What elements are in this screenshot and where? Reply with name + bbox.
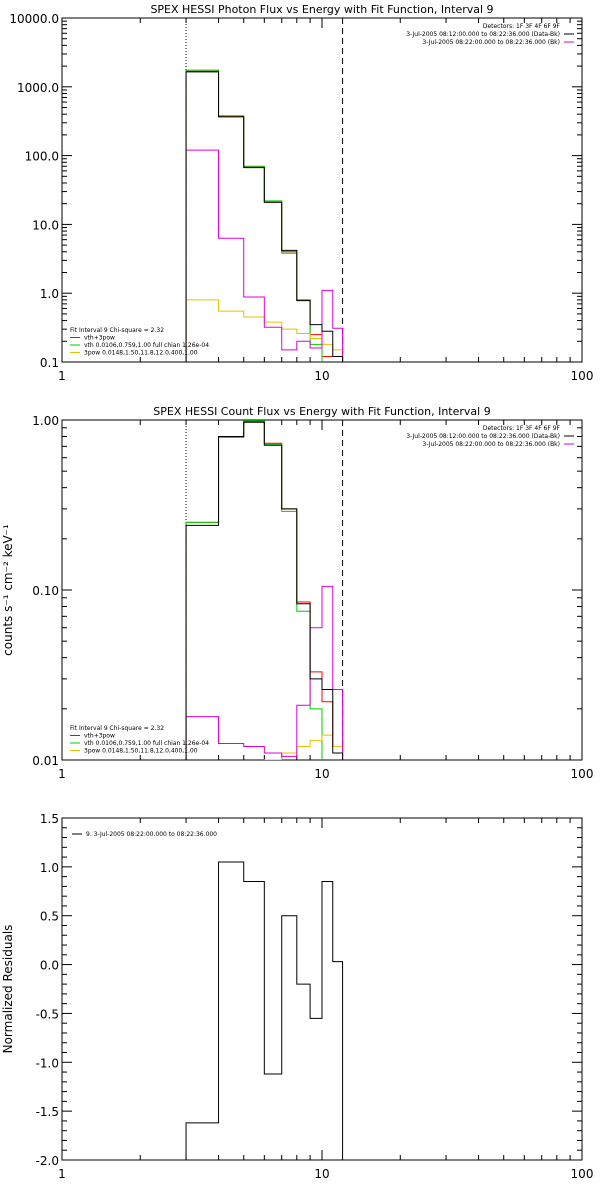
y-tick-label: 1.0 [40, 861, 59, 875]
panel-2: SPEX HESSI Count Flux vs Energy with Fit… [1, 405, 594, 781]
y-tick-label: 1.0 [40, 287, 59, 301]
y-tick-label: 0.1 [40, 356, 59, 370]
x-tick-label: 10 [314, 1167, 329, 1181]
legend-bottom-entry: vth 0.0106,0.759,1.00 full chian 1.26e-0… [84, 342, 209, 349]
series-line-2 [185, 69, 323, 362]
legend-top-entry: 3-Jul-2005 08:22:00.000 to 08:22:36.000 … [422, 39, 560, 46]
x-tick-label: 10 [314, 767, 329, 781]
panel-3: 1 10 100 1.5 1.0 0.5 0.0 -0.5 -1.0 -1.5 -2.0 Normal… [1, 812, 593, 1181]
series-group [185, 69, 344, 362]
y-tick-label: 10000.0 [9, 12, 59, 26]
y-tick-label: -0.5 [36, 1007, 59, 1021]
legend-entry: 9. 3-Jul-2005 08:22:00.000 to 08:22:36.0… [86, 831, 217, 838]
y-tick-label: -1.5 [36, 1105, 59, 1119]
legend-fit-entry: Fit Interval 9 Chi-square = 2.32 [70, 327, 164, 334]
y-tick-label: 1000.0 [17, 81, 59, 95]
series-group [185, 861, 344, 1160]
x-tick-label: 1 [58, 369, 66, 383]
series-line-4 [185, 585, 344, 760]
series-line-3 [185, 299, 344, 362]
legend-top-entry: Detectors: 1F 3F 4F 6F 9F [483, 23, 561, 30]
chart-title: SPEX HESSI Photon Flux vs Energy with Fi… [150, 3, 493, 16]
legend-top-entry: 3-Jul-2005 08:12:00.000 to 08:22:36.000 … [406, 433, 560, 440]
y-tick-label: 1.00 [32, 414, 59, 428]
legend-bottom-entry: vth 0.0106,0.759,1.00 full chian 1.26e-0… [84, 740, 209, 747]
y-tick-label: 0.0 [40, 959, 59, 973]
y-tick-label: 10.0 [32, 218, 59, 232]
legend-bottom-entry: vth+3pow [84, 733, 115, 740]
y-tick-label: -2.0 [36, 1154, 59, 1168]
series-line-5 [185, 421, 344, 760]
series-line-2 [185, 420, 323, 760]
series-line-5 [185, 71, 344, 362]
x-tick-label: 100 [571, 369, 594, 383]
y-tick-label: 1.5 [40, 812, 59, 826]
y-tick-label: 0.5 [40, 910, 59, 924]
x-tick-label: 1 [58, 767, 66, 781]
legend-bottom-entry: 3pow 0.0148,1.50,11.8,12.0,400,1.00 [84, 350, 198, 357]
legend-bottom-entry: vth+3pow [84, 335, 115, 342]
legend-fit-entry: Fit Interval 9 Chi-square = 2.32 [70, 725, 164, 732]
legend-top-entry: 3-Jul-2005 08:12:00.000 to 08:22:36.000 … [406, 31, 560, 38]
series-line-1 [185, 420, 344, 760]
y-tick-label: 100.0 [25, 150, 59, 164]
y-tick-label: 0.10 [32, 584, 59, 598]
legend-top-entry: 3-Jul-2005 08:22:00.000 to 08:22:36.000 … [422, 441, 560, 448]
panel-1: SPEX HESSI Photon Flux vs Energy with Fi… [9, 3, 593, 383]
y-axis-label: counts s⁻¹ cm⁻² keV⁻¹ [1, 524, 15, 656]
y-tick-label: -1.0 [36, 1056, 59, 1070]
legend-bottom-entry: 3pow 0.0148,1.50,11.8,12.0,400,1.00 [84, 748, 198, 755]
chart-title: SPEX HESSI Count Flux vs Energy with Fit… [153, 405, 490, 418]
x-tick-label: 100 [571, 767, 594, 781]
x-tick-label: 100 [571, 1167, 594, 1181]
series-line-4 [185, 149, 344, 362]
legend-top-entry: Detectors: 1F 3F 4F 6F 9F [483, 425, 561, 432]
x-tick-label: 1 [58, 1167, 66, 1181]
y-tick-label: 0.01 [32, 754, 59, 768]
series-line-1 [185, 861, 344, 1160]
series-group [185, 420, 344, 760]
x-tick-label: 10 [314, 369, 329, 383]
y-axis-label: Normalized Residuals [1, 925, 15, 1054]
